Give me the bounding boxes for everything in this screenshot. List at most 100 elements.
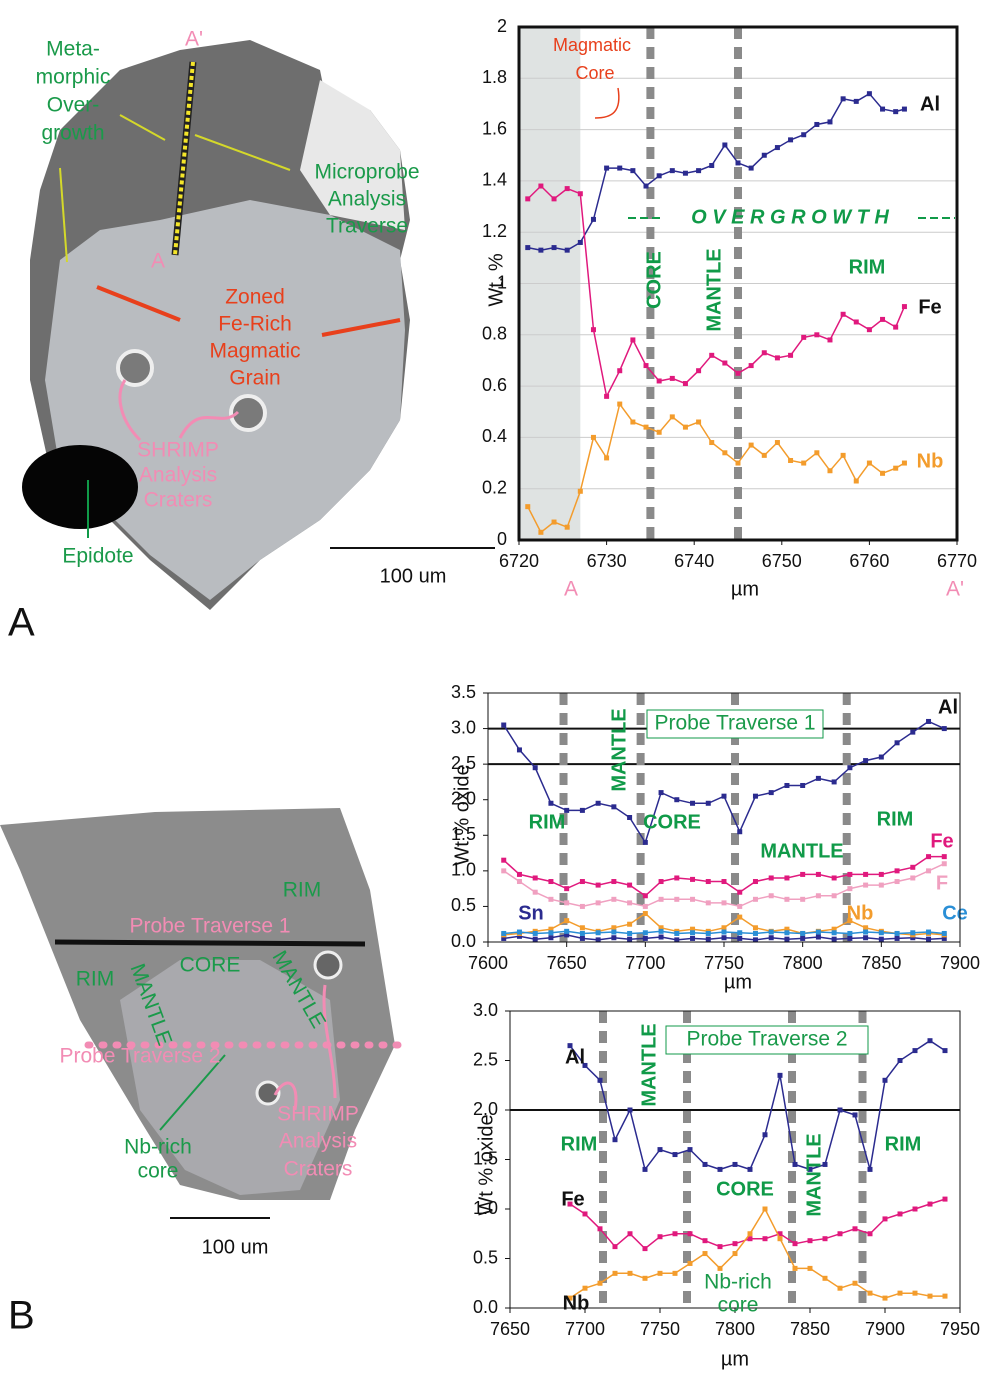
data-point — [579, 807, 585, 813]
data-point — [941, 935, 947, 941]
x-tick-label: 7950 — [940, 1319, 980, 1339]
data-point — [705, 900, 711, 906]
data-point — [784, 936, 790, 942]
x-tick-label: 7650 — [547, 953, 587, 973]
data-point — [721, 929, 727, 935]
data-point — [709, 352, 715, 358]
data-point — [525, 196, 531, 202]
data-point — [927, 1038, 933, 1044]
data-point — [658, 896, 664, 902]
data-point — [814, 450, 820, 456]
series-label: Al — [920, 93, 940, 115]
data-point — [901, 106, 907, 112]
data-point — [705, 936, 711, 942]
y-tick-label: 2.5 — [473, 1049, 498, 1069]
data-point — [643, 424, 649, 430]
x-tick-label: 7700 — [625, 953, 665, 973]
data-point — [768, 935, 774, 941]
data-point — [696, 368, 702, 374]
data-point — [827, 337, 833, 343]
data-point — [582, 1285, 588, 1291]
data-point — [501, 935, 507, 941]
data-point — [717, 1166, 723, 1172]
data-point — [815, 934, 821, 940]
image-label: Craters — [284, 1158, 353, 1181]
data-point — [837, 1107, 843, 1113]
data-point — [501, 722, 507, 728]
data-point — [721, 935, 727, 941]
data-point — [748, 363, 754, 369]
annotation: Core — [575, 63, 614, 83]
data-point — [722, 450, 728, 456]
y-tick-label: 2 — [497, 16, 507, 36]
data-point — [525, 245, 531, 251]
data-point — [926, 929, 932, 935]
data-point — [747, 1231, 753, 1237]
data-point — [687, 1231, 693, 1237]
data-point — [690, 800, 696, 806]
y-tick-label: 0.0 — [451, 931, 476, 951]
annotation: MANTLE — [803, 1133, 825, 1216]
data-point — [735, 160, 741, 166]
data-point — [612, 1270, 618, 1276]
data-point — [777, 1231, 783, 1237]
plot-frame — [509, 1010, 961, 1309]
data-point — [582, 1062, 588, 1068]
data-point — [516, 933, 522, 939]
series-label: Ce — [942, 902, 968, 924]
data-point — [748, 165, 754, 171]
data-point — [590, 434, 596, 440]
data-point — [814, 332, 820, 338]
data-point — [669, 168, 675, 174]
data-point — [709, 440, 715, 446]
series-label: Fe — [561, 1188, 584, 1210]
data-point — [516, 879, 522, 885]
image-label: Microprobe — [314, 161, 419, 184]
data-point — [768, 893, 774, 899]
data-point — [538, 529, 544, 535]
series-line — [569, 1198, 946, 1250]
data-point — [642, 903, 648, 909]
image-label: SHRIMP — [277, 1103, 359, 1126]
x-axis-label: µm — [724, 971, 752, 993]
data-point — [927, 1201, 933, 1207]
data-point — [853, 98, 859, 104]
data-point — [863, 758, 869, 764]
data-point — [831, 936, 837, 942]
data-point — [748, 442, 754, 448]
y-tick-label: 3.5 — [451, 682, 476, 702]
data-point — [702, 1238, 708, 1244]
data-point — [774, 440, 780, 446]
data-point — [658, 928, 664, 934]
data-point — [595, 800, 601, 806]
data-point — [501, 857, 507, 863]
data-point — [590, 327, 596, 333]
image-label: morphic — [36, 66, 111, 89]
data-point — [752, 793, 758, 799]
chart-annotations: Magmatic Core CORE MANTLE RIM O V E R G … — [529, 35, 964, 1317]
y-tick-label: 1.5 — [473, 1148, 498, 1168]
data-point — [548, 930, 554, 936]
data-point — [880, 106, 886, 112]
data-point — [784, 875, 790, 881]
x-tick-label: 7750 — [640, 1319, 680, 1339]
data-point — [768, 790, 774, 796]
data-point — [942, 1196, 948, 1202]
x-tick-label: 6730 — [587, 551, 627, 571]
y-tick-label: 1.4 — [482, 170, 507, 190]
series-line — [527, 402, 905, 534]
annotation: Probe Traverse 1 — [654, 712, 815, 735]
data-point — [894, 868, 900, 874]
data-point — [847, 918, 853, 924]
data-point — [577, 488, 583, 494]
data-point — [604, 393, 610, 399]
data-point — [564, 186, 570, 192]
data-point — [878, 754, 884, 760]
series-label: Fe — [930, 830, 953, 852]
data-point — [897, 1290, 903, 1296]
data-point — [926, 854, 932, 860]
data-point — [897, 1058, 903, 1063]
data-point — [792, 1161, 798, 1167]
series-label: Al — [938, 696, 958, 718]
traverse-end-label: A — [151, 250, 165, 273]
